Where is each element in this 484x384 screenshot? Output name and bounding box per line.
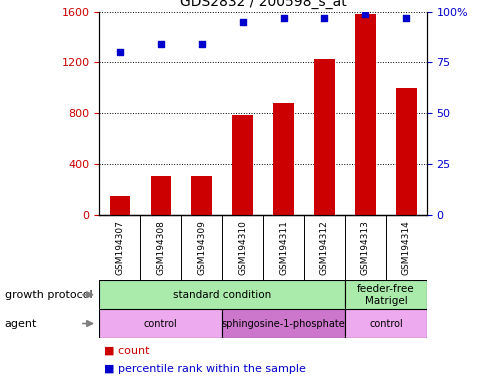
Text: feeder-free
Matrigel: feeder-free Matrigel [356,284,414,306]
Text: GSM194308: GSM194308 [156,220,165,275]
Bar [344,280,426,309]
Bar [222,309,344,338]
Title: GDS2832 / 200598_s_at: GDS2832 / 200598_s_at [180,0,346,9]
Text: ■ percentile rank within the sample: ■ percentile rank within the sample [104,364,305,374]
Text: ■ count: ■ count [104,346,150,356]
Bar [273,103,293,215]
Text: GSM194310: GSM194310 [238,220,247,275]
Text: GSM194314: GSM194314 [401,220,410,275]
Text: control: control [368,318,402,329]
Text: sphingosine-1-phosphate: sphingosine-1-phosphate [221,318,345,329]
Bar [314,59,334,215]
Text: GSM194309: GSM194309 [197,220,206,275]
Text: standard condition: standard condition [173,290,271,300]
Text: GSM194311: GSM194311 [278,220,287,275]
Bar [99,309,222,338]
Text: growth protocol: growth protocol [5,290,92,300]
Bar [191,176,212,215]
Point [320,15,328,21]
Bar [354,14,375,215]
Point [197,41,205,47]
Bar [99,280,344,309]
Bar [150,175,171,215]
Point [361,10,368,17]
Point [279,15,287,21]
Bar [232,114,252,215]
Text: control: control [144,318,177,329]
Point [402,15,409,21]
Point [157,41,165,47]
Point [238,19,246,25]
Text: GSM194312: GSM194312 [319,220,328,275]
Point [116,49,123,55]
Text: GSM194307: GSM194307 [115,220,124,275]
Text: GSM194313: GSM194313 [360,220,369,275]
Bar [395,88,416,215]
Bar [344,309,426,338]
Text: agent: agent [5,318,37,329]
Bar [109,196,130,215]
